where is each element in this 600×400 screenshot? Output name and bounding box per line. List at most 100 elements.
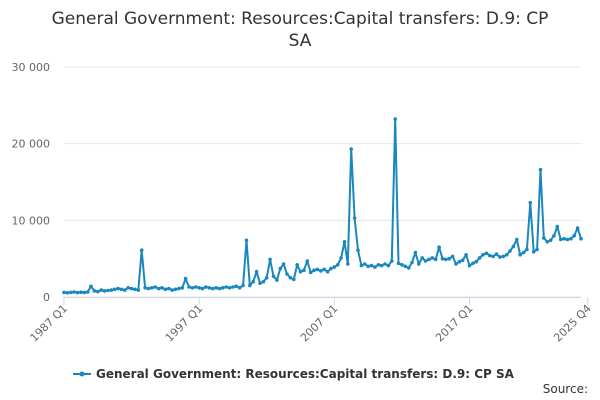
data-point[interactable] bbox=[477, 256, 482, 260]
data-point[interactable] bbox=[109, 288, 114, 292]
data-point[interactable] bbox=[376, 263, 381, 267]
data-point[interactable] bbox=[471, 261, 475, 266]
data-point[interactable] bbox=[278, 266, 283, 271]
data-point[interactable] bbox=[538, 167, 543, 172]
data-point[interactable] bbox=[521, 250, 526, 255]
data-point[interactable] bbox=[569, 236, 573, 241]
data-point[interactable] bbox=[79, 290, 83, 295]
data-point[interactable] bbox=[82, 290, 87, 295]
data-point[interactable] bbox=[177, 286, 181, 291]
data-point[interactable] bbox=[163, 287, 168, 292]
data-point[interactable] bbox=[362, 262, 367, 266]
data-point[interactable] bbox=[383, 262, 387, 266]
data-point[interactable] bbox=[501, 254, 506, 259]
data-point[interactable] bbox=[548, 238, 553, 243]
data-point[interactable] bbox=[305, 259, 310, 263]
data-point[interactable] bbox=[515, 237, 519, 242]
data-point[interactable] bbox=[183, 276, 188, 281]
data-point[interactable] bbox=[454, 262, 458, 266]
data-point[interactable] bbox=[379, 263, 384, 268]
data-point[interactable] bbox=[342, 240, 347, 244]
data-point[interactable] bbox=[535, 247, 539, 252]
data-point[interactable] bbox=[332, 265, 337, 269]
data-point[interactable] bbox=[302, 268, 306, 273]
data-point[interactable] bbox=[112, 287, 117, 292]
data-point[interactable] bbox=[102, 289, 107, 293]
data-point[interactable] bbox=[410, 260, 414, 265]
data-point[interactable] bbox=[319, 269, 323, 273]
data-point[interactable] bbox=[180, 286, 185, 290]
data-point[interactable] bbox=[136, 288, 141, 292]
data-point[interactable] bbox=[481, 253, 485, 257]
data-point[interactable] bbox=[167, 286, 171, 291]
data-point[interactable] bbox=[248, 283, 252, 288]
data-point[interactable] bbox=[366, 264, 370, 269]
data-point[interactable] bbox=[525, 247, 529, 252]
data-point[interactable] bbox=[116, 286, 120, 291]
data-point[interactable] bbox=[464, 253, 468, 257]
data-point[interactable] bbox=[440, 256, 445, 261]
data-point[interactable] bbox=[254, 269, 259, 274]
data-point[interactable] bbox=[352, 216, 357, 220]
data-point[interactable] bbox=[579, 236, 583, 241]
data-point[interactable] bbox=[207, 286, 212, 290]
data-point[interactable] bbox=[295, 263, 300, 267]
data-point[interactable] bbox=[224, 285, 228, 289]
data-point[interactable] bbox=[308, 270, 313, 275]
data-point[interactable] bbox=[241, 283, 245, 288]
data-point[interactable] bbox=[542, 236, 546, 240]
data-point[interactable] bbox=[264, 276, 269, 280]
data-point[interactable] bbox=[508, 249, 512, 253]
data-point[interactable] bbox=[390, 259, 394, 263]
data-point[interactable] bbox=[396, 261, 401, 266]
data-point[interactable] bbox=[518, 253, 522, 257]
data-point[interactable] bbox=[234, 284, 239, 289]
data-point[interactable] bbox=[65, 291, 70, 295]
data-point[interactable] bbox=[281, 262, 286, 266]
data-point[interactable] bbox=[572, 233, 576, 238]
data-point[interactable] bbox=[200, 286, 205, 291]
data-point[interactable] bbox=[400, 263, 404, 267]
data-point[interactable] bbox=[288, 276, 293, 280]
data-point[interactable] bbox=[204, 285, 208, 289]
data-point[interactable] bbox=[156, 286, 161, 291]
data-point[interactable] bbox=[450, 254, 455, 259]
data-point[interactable] bbox=[349, 147, 354, 151]
data-point[interactable] bbox=[511, 244, 516, 249]
data-point[interactable] bbox=[369, 263, 374, 268]
data-point[interactable] bbox=[231, 285, 235, 289]
data-point[interactable] bbox=[146, 286, 151, 291]
data-point[interactable] bbox=[457, 259, 462, 264]
data-point[interactable] bbox=[69, 290, 73, 295]
data-point[interactable] bbox=[62, 290, 66, 295]
data-point[interactable] bbox=[335, 263, 340, 267]
data-point[interactable] bbox=[197, 286, 201, 290]
data-point[interactable] bbox=[258, 281, 262, 286]
data-point[interactable] bbox=[75, 290, 80, 295]
data-point[interactable] bbox=[437, 245, 441, 249]
data-point[interactable] bbox=[119, 287, 124, 292]
data-point[interactable] bbox=[133, 287, 137, 292]
data-point[interactable] bbox=[444, 257, 448, 262]
data-point[interactable] bbox=[99, 288, 103, 292]
data-point[interactable] bbox=[72, 290, 76, 294]
data-point[interactable] bbox=[322, 267, 327, 272]
data-point[interactable] bbox=[298, 269, 303, 274]
data-point[interactable] bbox=[325, 269, 330, 274]
data-point[interactable] bbox=[329, 266, 333, 271]
data-point[interactable] bbox=[386, 263, 391, 268]
data-point[interactable] bbox=[484, 251, 489, 256]
data-point[interactable] bbox=[292, 277, 296, 282]
data-point[interactable] bbox=[271, 274, 276, 279]
data-point[interactable] bbox=[460, 258, 465, 263]
data-point[interactable] bbox=[150, 286, 154, 290]
data-point[interactable] bbox=[504, 253, 509, 257]
data-point[interactable] bbox=[359, 263, 364, 268]
data-point[interactable] bbox=[528, 200, 533, 205]
data-point[interactable] bbox=[214, 286, 218, 290]
source-credit[interactable]: Source: bbox=[543, 382, 588, 396]
data-point[interactable] bbox=[194, 285, 198, 289]
data-point[interactable] bbox=[237, 286, 242, 290]
data-point[interactable] bbox=[153, 285, 157, 289]
data-point[interactable] bbox=[491, 254, 495, 259]
